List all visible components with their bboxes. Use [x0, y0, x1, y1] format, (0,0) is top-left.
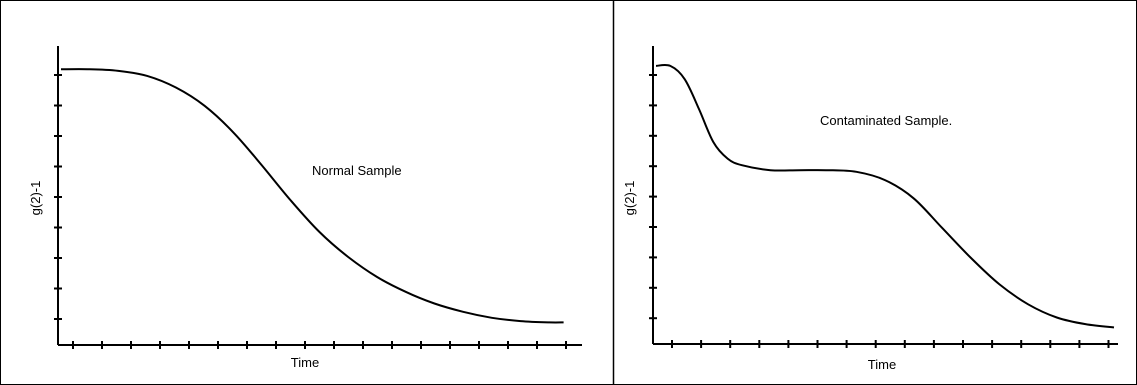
y-axis-label: g(2)-1	[28, 181, 43, 216]
chart-panel-contaminated: Contaminated Sample. Time g(2)-1	[622, 46, 1118, 372]
chart-panel-normal: Normal Sample Time g(2)-1	[28, 46, 582, 370]
x-axis-label: Time	[291, 355, 319, 370]
series-line	[655, 63, 1115, 329]
annotation-normal-sample: Normal Sample	[312, 163, 402, 178]
x-axis-label: Time	[868, 357, 896, 372]
annotation-contaminated-sample: Contaminated Sample.	[820, 113, 952, 128]
y-axis-label: g(2)-1	[622, 181, 637, 216]
series-line	[60, 68, 564, 324]
